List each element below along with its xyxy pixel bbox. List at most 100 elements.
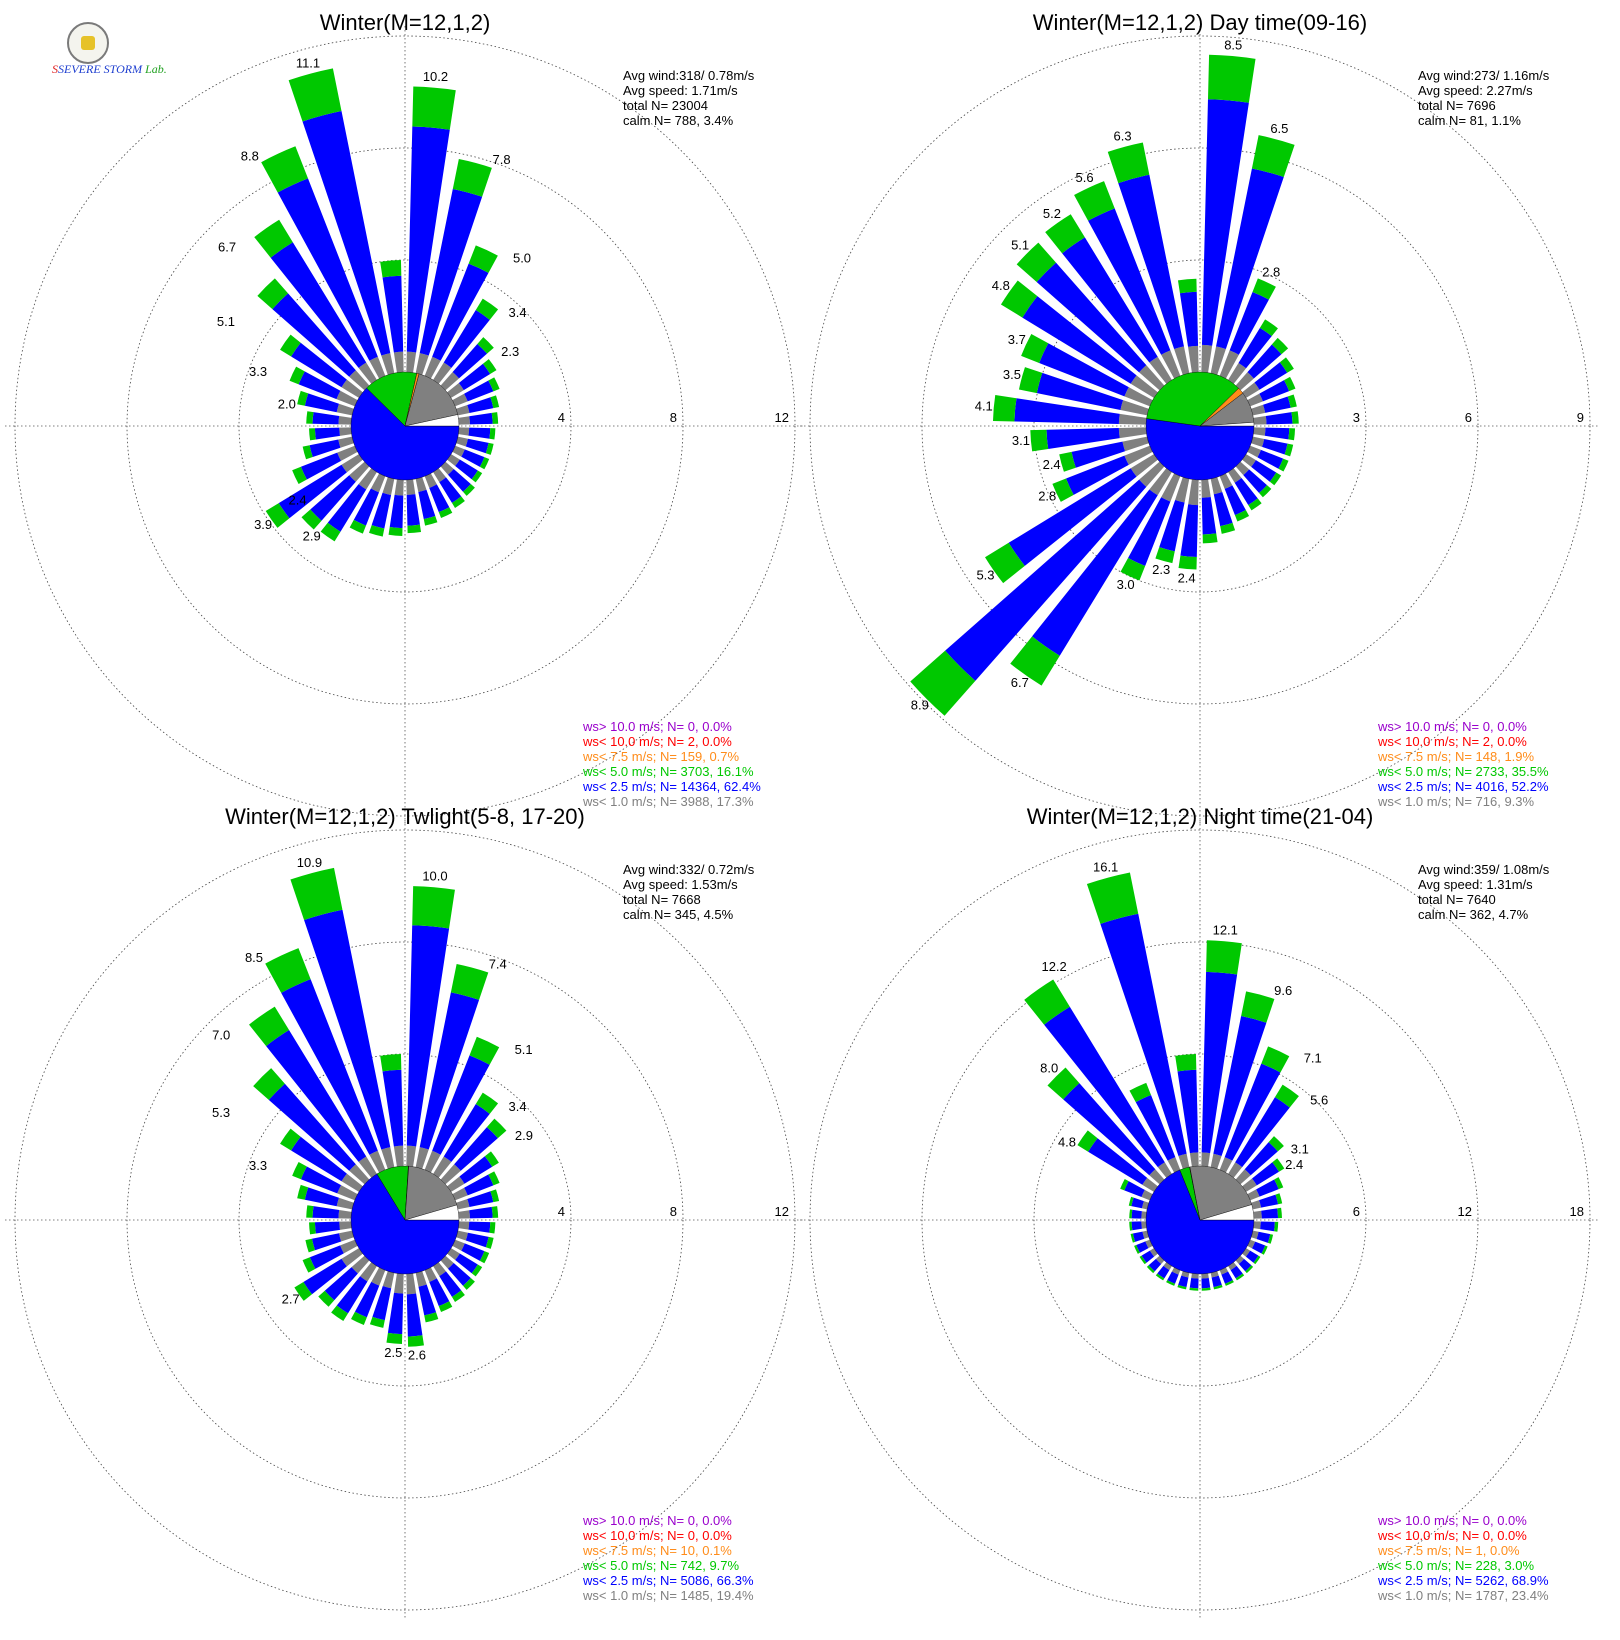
- sector-value-label: 2.7: [282, 1292, 300, 1307]
- sector-bar-slow: [455, 1253, 478, 1274]
- sector-bar-calm: [1219, 473, 1233, 489]
- sector-bar-calm: [349, 370, 370, 391]
- sector-value-label: 2.4: [288, 493, 306, 508]
- sector-bar-moderate: [1202, 533, 1218, 544]
- sector-bar-moderate: [1269, 472, 1282, 486]
- sector-bar-slow: [468, 427, 491, 439]
- sector-value-label: 5.3: [976, 568, 994, 583]
- sector-bar-moderate: [1207, 54, 1256, 103]
- sector-bar-slow: [1261, 1208, 1279, 1219]
- sector-bar-calm: [1210, 1153, 1222, 1169]
- sector-value-label: 5.2: [1043, 206, 1061, 221]
- sector-bar-calm: [1130, 375, 1158, 398]
- sector-bar-slow: [1178, 1275, 1189, 1288]
- sector-bar-moderate: [1275, 1193, 1283, 1205]
- sector-bar-slow: [372, 1286, 392, 1321]
- grid-ring: [14, 35, 796, 817]
- sector-bar-moderate: [471, 470, 483, 483]
- sector-bar-calm: [371, 1267, 386, 1286]
- sector-bar-calm: [1141, 1221, 1147, 1229]
- sector-bar-calm: [1201, 344, 1213, 373]
- sector-bar-moderate: [290, 867, 343, 921]
- sector-bar-calm: [1219, 350, 1239, 379]
- sector-bar-calm: [1247, 445, 1261, 458]
- legend-entry: ws> 10.0 m/s; N= 0, 0.0%: [582, 719, 732, 734]
- sector-bar-calm: [1235, 1169, 1251, 1185]
- sector-bar-calm: [1171, 1267, 1181, 1275]
- sector-bar-calm: [1235, 372, 1254, 391]
- sector-bar-moderate: [1010, 636, 1060, 686]
- sector-bar-slow: [439, 1271, 462, 1297]
- sector-bar-slow: [1213, 1015, 1267, 1156]
- sector-bar-moderate: [1291, 411, 1299, 424]
- stats-line: Avg speed: 1.31m/s: [1418, 877, 1533, 892]
- sector-bar-moderate: [297, 1184, 309, 1200]
- sector-bar-slow: [1254, 362, 1288, 390]
- sector-bar-slow: [1159, 499, 1185, 552]
- sector-bar-slow: [382, 275, 404, 353]
- logo-text: SSEVERE STORM Lab.: [52, 62, 167, 77]
- stats-line: Avg wind:332/ 0.72m/s: [623, 862, 755, 877]
- sector-value-label: 7.0: [212, 1028, 230, 1043]
- sector-bar-slow: [314, 1221, 340, 1234]
- sector-bar-calm: [358, 362, 377, 384]
- calm-pie-slice: [1189, 1165, 1253, 1221]
- legend-entry: ws< 2.5 m/s; N= 4016, 52.2%: [1377, 779, 1549, 794]
- sector-bar-calm: [447, 383, 464, 398]
- sector-value-label: 3.5: [1003, 367, 1021, 382]
- sector-bar-moderate: [1139, 1255, 1147, 1265]
- sector-value-label: 10.0: [422, 869, 447, 884]
- sector-bar-calm: [1210, 477, 1223, 495]
- sector-bar-moderate: [482, 359, 497, 375]
- sector-bar-moderate: [1259, 319, 1278, 337]
- sector-bar-calm: [1161, 350, 1181, 379]
- sector-bar-calm: [1251, 436, 1265, 447]
- sector-bar-slow: [291, 1136, 347, 1182]
- sector-bar-moderate: [297, 390, 309, 406]
- sector-bar-slow: [304, 909, 391, 1150]
- ring-label: 12: [1458, 1204, 1472, 1219]
- sector-bar-slow: [1259, 1194, 1279, 1208]
- sector-bar-calm: [1253, 427, 1266, 436]
- calm-pie-slice: [1145, 1169, 1255, 1275]
- sector-value-label: 5.6: [1076, 170, 1094, 185]
- sector-bar-moderate: [1252, 278, 1276, 300]
- sector-bar-moderate: [1224, 1280, 1234, 1286]
- sector-bar-moderate: [1130, 1233, 1136, 1243]
- sector-bar-calm: [1253, 1210, 1262, 1219]
- sector-bar-slow: [277, 178, 378, 361]
- sector-bar-moderate: [1274, 1177, 1284, 1190]
- sector-bar-calm: [1210, 346, 1226, 375]
- sector-bar-calm: [341, 379, 363, 398]
- sector-bar-calm: [1141, 1189, 1153, 1201]
- sector-bar-moderate: [479, 1251, 490, 1264]
- legend-entry: ws< 10.0 m/s; N= 2, 0.0%: [1377, 734, 1527, 749]
- sector-bar-moderate: [1288, 428, 1296, 441]
- legend-entry: ws< 7.5 m/s; N= 148, 1.9%: [1377, 749, 1535, 764]
- sector-bar-slow: [1244, 1142, 1278, 1176]
- sector-bar-calm: [1201, 479, 1211, 498]
- sector-bar-moderate: [249, 1006, 290, 1047]
- sector-bar-calm: [1210, 1271, 1219, 1278]
- sector-bar-moderate: [1213, 1284, 1223, 1290]
- legend-entry: ws< 1.0 m/s; N= 3988, 17.3%: [582, 794, 754, 809]
- sector-bar-slow: [1245, 1250, 1259, 1263]
- sector-bar-calm: [447, 1176, 465, 1192]
- ring-label: 8: [670, 1204, 677, 1219]
- sector-bar-slow: [1230, 1265, 1243, 1279]
- sector-bar-moderate: [490, 1189, 500, 1203]
- legend-entry: ws< 2.5 m/s; N= 14364, 62.4%: [582, 779, 761, 794]
- sector-bar-slow: [353, 488, 380, 526]
- sector-bar-calm: [1228, 1162, 1243, 1178]
- legend-entry: ws> 10.0 m/s; N= 0, 0.0%: [1377, 719, 1527, 734]
- sector-bar-moderate: [407, 524, 422, 534]
- sector-bar-slow: [459, 1156, 493, 1184]
- sector-bar-calm: [369, 356, 386, 379]
- sector-bar-moderate: [309, 1222, 316, 1235]
- grid-ring: [238, 1053, 572, 1387]
- sector-bar-moderate: [1268, 1136, 1284, 1152]
- sector-bar-moderate: [1272, 1158, 1285, 1172]
- grid-ring: [14, 829, 796, 1611]
- sector-bar-moderate: [265, 948, 311, 993]
